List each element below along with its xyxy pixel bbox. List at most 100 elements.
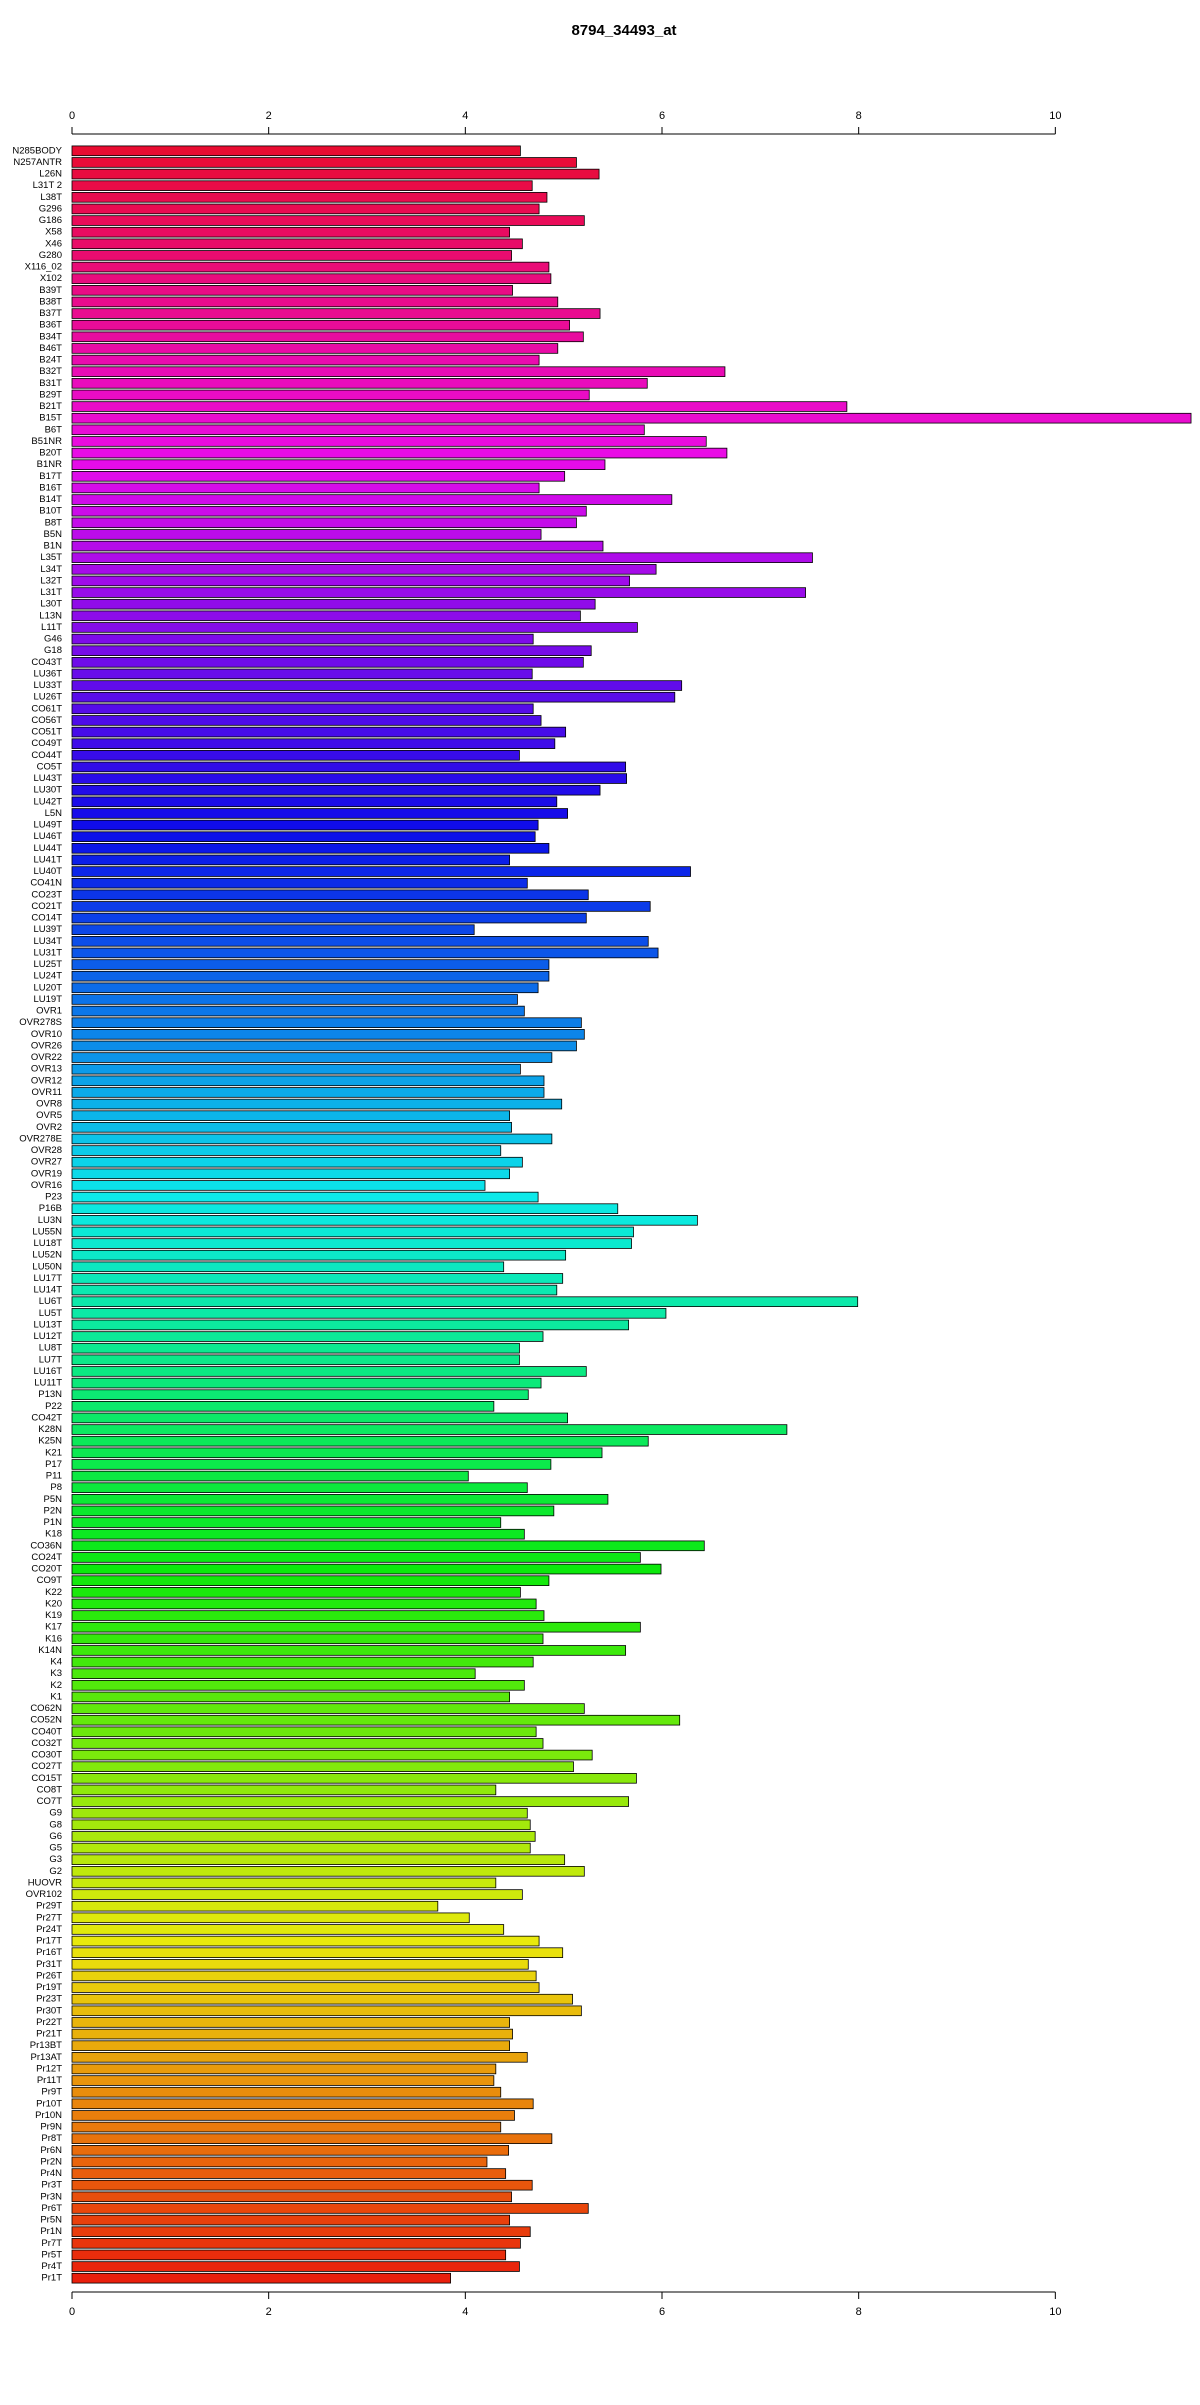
bar [71, 1377, 542, 1389]
bar [71, 354, 540, 366]
bar [71, 866, 691, 877]
y-tick-label: K21 [45, 1447, 62, 1458]
y-tick-label: OVR12 [31, 1075, 62, 1086]
bar [71, 877, 528, 889]
bar [71, 2005, 582, 2017]
bar [71, 633, 534, 645]
bar [71, 1494, 609, 1505]
bar [71, 273, 552, 284]
y-tick-label: K18 [45, 1529, 62, 1540]
bar [71, 1726, 537, 1738]
bar [71, 1912, 470, 1924]
bar [71, 2121, 502, 2133]
y-tick-label: L31T [40, 587, 62, 598]
bar [71, 1087, 545, 1098]
y-tick-label: CO49T [31, 738, 62, 749]
y-tick-label: LU43T [33, 773, 62, 784]
bar [71, 1889, 523, 1900]
bar [71, 180, 533, 191]
bar [71, 1284, 558, 1296]
y-tick-label: Pr27T [36, 1912, 62, 1923]
bar [71, 1773, 637, 1784]
y-tick-label: Pr3N [40, 2191, 62, 2202]
bar [71, 715, 542, 726]
bar [71, 1738, 544, 1749]
y-tick-label: OVR8 [36, 1099, 62, 1110]
bar [71, 1854, 566, 1865]
bar [71, 529, 542, 540]
bar [71, 2226, 531, 2237]
bar [71, 215, 585, 226]
y-tick-label: X46 [45, 238, 62, 249]
bar [71, 2040, 510, 2051]
bar [71, 471, 566, 482]
bar [71, 1226, 634, 1238]
y-tick-label: G3 [49, 1854, 62, 1865]
y-tick-label: B1N [44, 541, 63, 552]
y-tick-label: CO23T [31, 889, 62, 900]
bar [71, 1959, 529, 1970]
y-tick-label: B15T [39, 413, 62, 424]
y-tick-label: CO61T [31, 703, 62, 714]
bar [71, 1528, 525, 1540]
y-tick-label: CO44T [31, 750, 62, 761]
y-tick-label: B37T [39, 308, 62, 319]
y-tick-label: Pr26T [36, 1970, 62, 1981]
bar [71, 1029, 585, 1040]
y-tick-label: Pr1N [40, 2226, 62, 2237]
bar [71, 1970, 537, 1982]
y-tick-label: OVR278E [19, 1133, 62, 1144]
bar [71, 226, 510, 238]
bar [71, 1947, 564, 1958]
y-tick-label: L32T [40, 575, 62, 586]
y-tick-label: OVR28 [31, 1145, 62, 1156]
y-tick-label: LU44T [33, 843, 62, 854]
y-tick-label: Pr4T [41, 2261, 62, 2272]
bar [71, 1749, 593, 1761]
bar [71, 924, 475, 935]
bar [71, 540, 604, 552]
y-tick-label: CO14T [31, 913, 62, 924]
y-tick-label: B24T [39, 355, 62, 366]
y-tick-label: OVR16 [31, 1180, 62, 1191]
y-tick-label: P13N [38, 1389, 62, 1400]
bar [71, 843, 550, 854]
bar [71, 389, 590, 401]
bar [71, 250, 512, 261]
y-tick-label: Pr12T [36, 2063, 62, 2074]
y-tick-label: LU26T [33, 692, 62, 703]
y-tick-label: OVR5 [36, 1110, 62, 1121]
y-tick-label: HUOVR [28, 1877, 62, 1888]
y-tick-label: Pr9N [40, 2122, 62, 2133]
bar [71, 1296, 859, 1307]
y-tick-label: L34T [40, 564, 62, 575]
bar [71, 1761, 574, 1772]
y-tick-label: LU24T [33, 971, 62, 982]
y-tick-label: CO41N [30, 878, 62, 889]
bar [71, 494, 673, 505]
y-tick-label: Pr2N [40, 2156, 62, 2167]
bar [71, 459, 606, 470]
y-tick-label: CO5T [37, 761, 63, 772]
bar [71, 912, 587, 924]
bar [71, 401, 848, 412]
y-tick-label: B6T [45, 424, 63, 435]
bar [71, 1470, 469, 1482]
bar [71, 1273, 564, 1284]
bar [71, 982, 539, 994]
bar [71, 1331, 544, 1342]
bar [71, 1075, 545, 1087]
bar [71, 808, 569, 819]
y-tick-label: LU19T [33, 994, 62, 1005]
bar [71, 1203, 619, 1214]
y-tick-label: LU30T [33, 785, 62, 796]
y-tick-label: Pr6T [41, 2203, 62, 2214]
bar [71, 738, 556, 749]
bar [71, 2075, 495, 2086]
bar [71, 2249, 507, 2261]
y-tick-label: CO42T [31, 1412, 62, 1423]
y-tick-label: L11T [41, 622, 62, 633]
bar [71, 1354, 520, 1366]
bar [71, 1261, 505, 1273]
